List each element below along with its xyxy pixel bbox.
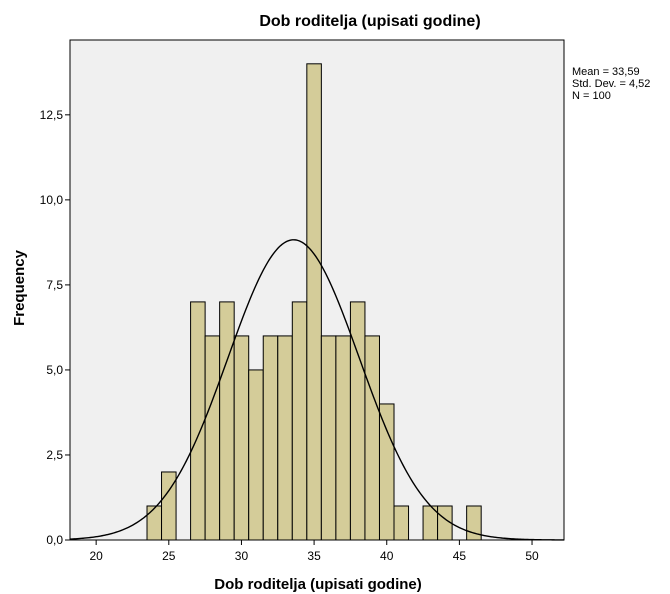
x-tick-label: 35	[307, 549, 321, 563]
histogram-bar	[262, 335, 279, 541]
y-tick-label: 0,0	[46, 533, 63, 547]
histogram-bar	[320, 335, 337, 541]
histogram-bar	[335, 335, 351, 541]
x-tick-label: 50	[525, 549, 539, 563]
histogram-bar	[204, 335, 221, 541]
histogram-bar	[277, 335, 293, 541]
x-axis-title: Dob roditelja (upisati godine)	[214, 576, 422, 593]
x-tick-label: 20	[89, 549, 103, 563]
histogram-bar	[248, 369, 264, 541]
stats-n: N = 100	[572, 90, 611, 102]
y-axis-title: Frequency	[11, 249, 28, 326]
histogram-bar	[291, 301, 308, 541]
x-axis: 20 25 30 35 40 45 50	[89, 540, 539, 563]
histogram-bar	[393, 505, 410, 541]
histogram-bar	[306, 63, 322, 541]
y-tick-label: 10,0	[40, 193, 64, 207]
y-tick-label: 5,0	[46, 363, 63, 377]
stats-mean: Mean = 33,59	[572, 66, 640, 78]
histogram-bar	[190, 301, 206, 541]
x-tick-label: 40	[380, 549, 394, 563]
histogram-bar	[219, 301, 235, 541]
chart-title: Dob roditelja (upisati godine)	[259, 13, 480, 30]
y-axis: 0,0 2,5 5,0 7,5 10,0 12,5	[40, 108, 70, 547]
x-tick-label: 45	[453, 549, 467, 563]
y-tick-label: 2,5	[46, 448, 63, 462]
x-tick-label: 30	[235, 549, 249, 563]
histogram-bar	[146, 505, 163, 541]
x-tick-label: 25	[162, 549, 176, 563]
normal-curve	[69, 239, 565, 541]
histogram-bar	[233, 335, 250, 541]
histogram-bar	[364, 335, 380, 541]
bars-group	[146, 63, 482, 541]
stats-sd: Std. Dev. = 4,52	[572, 78, 650, 90]
histogram-bar	[378, 403, 395, 541]
y-tick-label: 7,5	[46, 278, 63, 292]
y-tick-label: 12,5	[40, 108, 64, 122]
stats-box: Mean = 33,59 Std. Dev. = 4,52 N = 100	[572, 66, 650, 102]
